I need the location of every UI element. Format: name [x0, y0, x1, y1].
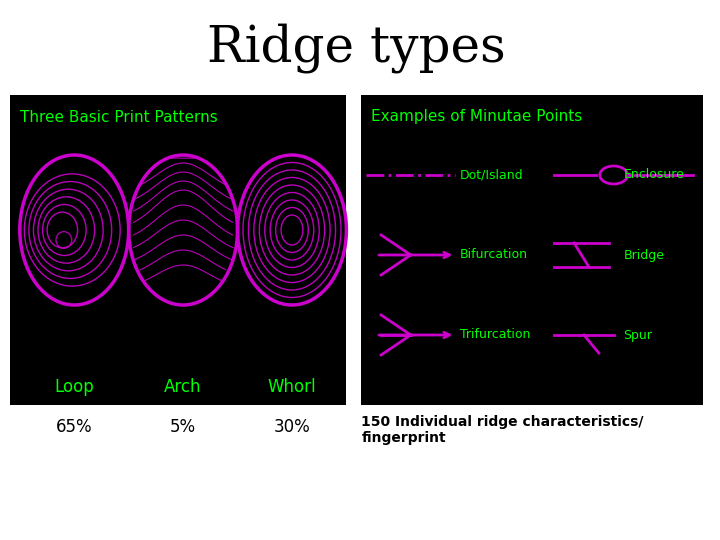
Text: Trifurcation: Trifurcation [460, 328, 531, 341]
Text: 5%: 5% [170, 418, 196, 436]
FancyBboxPatch shape [10, 95, 346, 405]
Text: 150 Individual ridge characteristics/
fingerprint: 150 Individual ridge characteristics/ fi… [361, 415, 644, 445]
Text: Three Basic Print Patterns: Three Basic Print Patterns [19, 110, 217, 125]
Text: Bridge: Bridge [624, 248, 665, 261]
FancyBboxPatch shape [361, 95, 703, 405]
Text: Loop: Loop [54, 378, 94, 396]
Text: Spur: Spur [624, 328, 652, 341]
Text: Arch: Arch [164, 378, 202, 396]
Text: Enclosure: Enclosure [624, 168, 685, 181]
Text: Bifurcation: Bifurcation [460, 248, 528, 261]
Text: 30%: 30% [274, 418, 310, 436]
Text: Dot/Island: Dot/Island [460, 168, 524, 181]
Text: Ridge types: Ridge types [207, 23, 505, 73]
Text: Whorl: Whorl [268, 378, 316, 396]
Text: Examples of Minutae Points: Examples of Minutae Points [371, 110, 582, 125]
Text: 65%: 65% [56, 418, 93, 436]
